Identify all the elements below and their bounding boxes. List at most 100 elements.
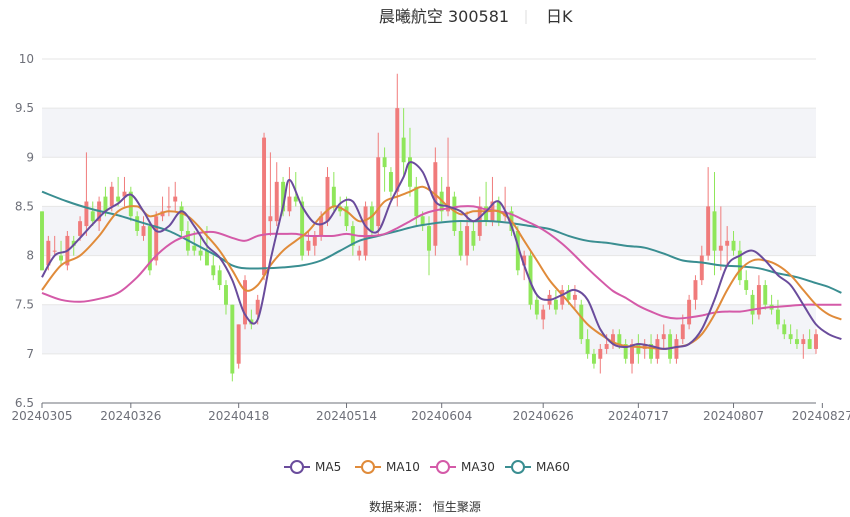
candle-body xyxy=(160,211,165,217)
candle-body xyxy=(775,309,780,325)
candle-body xyxy=(604,344,609,349)
candle-body xyxy=(452,196,457,231)
candle-body xyxy=(179,206,184,231)
candle-body xyxy=(230,304,235,374)
band xyxy=(42,108,816,158)
candle xyxy=(801,334,806,359)
candle-body xyxy=(687,299,692,325)
candle-body xyxy=(433,162,438,246)
x-tick-label: 20240626 xyxy=(513,409,574,423)
candle xyxy=(756,275,761,320)
candle-body xyxy=(579,304,584,340)
legend-label: MA10 xyxy=(386,460,420,474)
candle-body xyxy=(522,255,527,266)
candle xyxy=(560,285,565,310)
candle-body xyxy=(300,201,305,256)
chart-title: 晨曦航空 300581 xyxy=(379,7,509,26)
candle xyxy=(382,147,387,192)
candle xyxy=(775,299,780,330)
candle-body xyxy=(141,226,146,236)
moving-average-lines xyxy=(41,161,842,350)
x-tick-label: 20240514 xyxy=(316,409,377,423)
candle-body xyxy=(116,196,121,202)
candle-body xyxy=(268,216,273,222)
candle-body xyxy=(706,206,711,256)
candle xyxy=(363,201,368,261)
candle-body xyxy=(801,339,806,345)
candle xyxy=(401,108,406,177)
candle-body xyxy=(395,108,400,192)
y-tick-label: 8 xyxy=(26,249,34,263)
candle xyxy=(725,226,730,266)
candle-body xyxy=(46,240,51,266)
candle xyxy=(350,221,355,256)
candle-body xyxy=(84,201,89,227)
candle xyxy=(217,265,222,290)
candle-body xyxy=(154,216,159,261)
candle xyxy=(357,245,362,261)
ma10-line xyxy=(41,185,842,350)
candle-body xyxy=(71,240,76,246)
candle-body xyxy=(572,294,577,300)
candle xyxy=(268,152,273,236)
candle xyxy=(274,162,279,227)
legend-label: MA60 xyxy=(536,460,570,474)
candle xyxy=(591,348,596,369)
candle xyxy=(750,289,755,325)
candle-body xyxy=(534,299,539,315)
candle-body xyxy=(338,206,343,212)
candle xyxy=(515,226,520,276)
x-tick-label: 20240418 xyxy=(208,409,269,423)
candle-body xyxy=(763,285,768,305)
candle xyxy=(395,73,400,207)
legend-label: MA5 xyxy=(315,460,341,474)
candle xyxy=(116,176,121,207)
candle xyxy=(795,329,799,349)
y-tick-label: 9 xyxy=(26,150,34,164)
candle-body xyxy=(617,334,622,345)
legend-marker xyxy=(290,460,304,474)
candle xyxy=(731,231,736,256)
candle xyxy=(211,255,216,281)
candle xyxy=(452,191,457,236)
candle xyxy=(84,152,89,236)
ma30-line xyxy=(41,205,842,320)
candle xyxy=(287,167,292,217)
candle-body xyxy=(262,137,267,276)
candle-body xyxy=(731,240,736,251)
x-tick-label: 20240827 xyxy=(792,409,850,423)
candle-body xyxy=(420,216,425,227)
candle xyxy=(376,132,381,236)
candle xyxy=(52,235,57,256)
candle xyxy=(179,201,184,236)
candle xyxy=(160,196,165,222)
candle-body xyxy=(408,157,412,187)
candle xyxy=(325,167,330,227)
candle xyxy=(471,221,476,251)
x-tick-label: 20240604 xyxy=(411,409,472,423)
legend-item-ma5: MA5 xyxy=(284,460,341,474)
candle xyxy=(369,201,374,236)
x-tick-label: 20240305 xyxy=(11,409,72,423)
candle-body xyxy=(147,226,152,271)
candle xyxy=(668,329,673,364)
candle-body xyxy=(756,285,761,315)
x-tick-label: 20240326 xyxy=(100,409,161,423)
candle xyxy=(484,181,489,227)
candle xyxy=(807,329,812,349)
candle-body xyxy=(623,344,628,359)
band xyxy=(42,304,816,354)
candle xyxy=(40,211,44,271)
candle-body xyxy=(357,250,362,256)
candle-body xyxy=(382,157,387,168)
candle-body xyxy=(541,309,546,320)
candle-body xyxy=(243,280,247,325)
candle-body xyxy=(198,250,203,256)
candle-body xyxy=(388,172,393,192)
candle-body xyxy=(173,196,178,202)
legend-marker xyxy=(436,460,450,474)
candle-body xyxy=(109,186,114,207)
candle-body xyxy=(630,344,634,364)
y-tick-label: 9.5 xyxy=(15,101,34,115)
